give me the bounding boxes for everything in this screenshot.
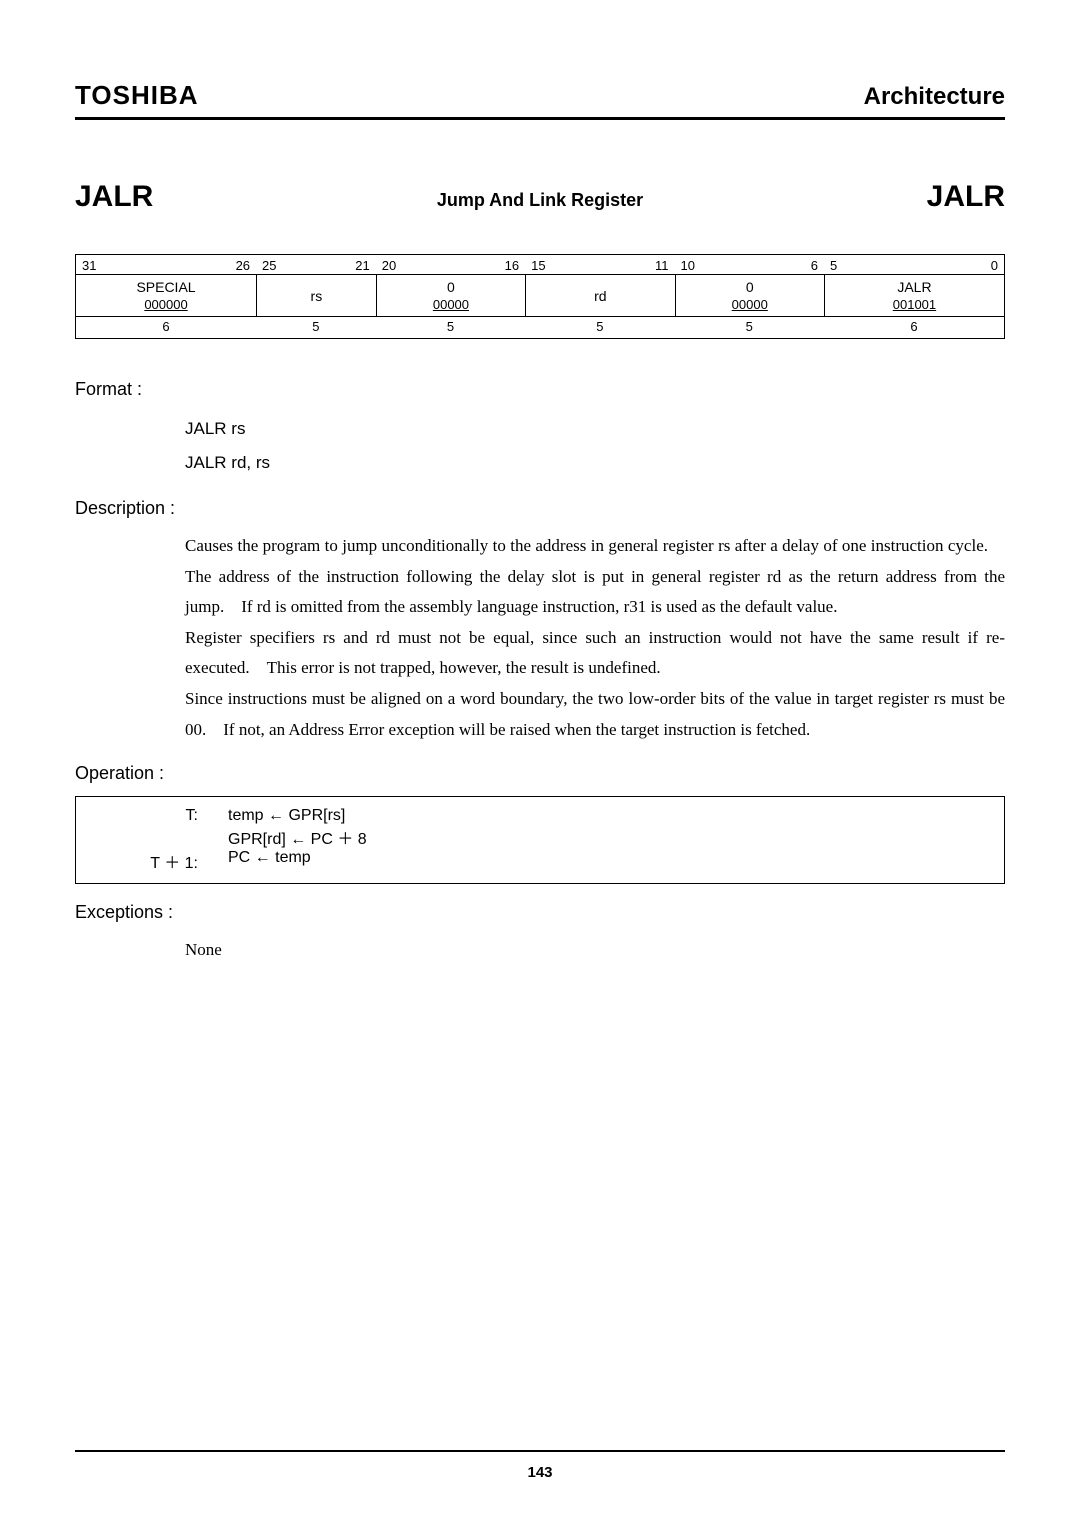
field-width-cell: 6 bbox=[824, 319, 1004, 334]
operation-row: GPR[rd] ← PC ＋ 8 bbox=[88, 825, 992, 849]
encoding-field-cell: 000000 bbox=[376, 274, 525, 317]
description-label: Description : bbox=[75, 498, 1005, 519]
bit-range-cell: 106 bbox=[675, 258, 824, 273]
description-body: Causes the program to jump unconditional… bbox=[185, 531, 1005, 745]
field-width-cell: 5 bbox=[376, 319, 525, 334]
encoding-table: 312625212016151110650 SPECIAL000000rs000… bbox=[75, 254, 1005, 339]
encoding-field-cell: SPECIAL000000 bbox=[76, 274, 256, 317]
operation-box: T:temp ← GPR[rs]GPR[rd] ← PC ＋ 8T ＋ 1:PC… bbox=[75, 796, 1005, 884]
description-paragraph: Since instructions must be aligned on a … bbox=[185, 684, 1005, 745]
operation-row: T ＋ 1:PC ← temp bbox=[88, 849, 992, 873]
instruction-mnemonic-left: JALR bbox=[75, 180, 153, 214]
format-line: JALR rs bbox=[185, 412, 1005, 446]
operation-code: GPR[rd] ← PC ＋ 8 bbox=[228, 825, 992, 849]
bit-range-cell: 50 bbox=[824, 258, 1004, 273]
field-row: SPECIAL000000rs000000rd000000JALR001001 bbox=[76, 274, 1004, 317]
bit-range-cell: 3126 bbox=[76, 258, 256, 273]
instruction-title-row: JALR Jump And Link Register JALR bbox=[75, 180, 1005, 214]
description-paragraph: Causes the program to jump unconditional… bbox=[185, 531, 1005, 623]
operation-label: Operation : bbox=[75, 763, 1005, 784]
instruction-mnemonic-right: JALR bbox=[927, 180, 1005, 214]
encoding-field-cell: 000000 bbox=[675, 274, 824, 317]
bit-number-row: 312625212016151110650 bbox=[76, 255, 1004, 274]
instruction-full-name: Jump And Link Register bbox=[437, 190, 643, 211]
operation-code: PC ← temp bbox=[228, 849, 992, 873]
encoding-field-cell: rs bbox=[256, 274, 376, 317]
page-number: 143 bbox=[527, 1464, 552, 1481]
description-paragraph: Register specifiers rs and rd must not b… bbox=[185, 623, 1005, 684]
page-header: TOSHIBA Architecture bbox=[75, 80, 1005, 120]
format-line: JALR rd, rs bbox=[185, 446, 1005, 480]
exceptions-body: None bbox=[185, 935, 1005, 966]
encoding-field-cell: JALR001001 bbox=[824, 274, 1004, 317]
bit-range-cell: 2521 bbox=[256, 258, 376, 273]
brand-logo: TOSHIBA bbox=[75, 80, 199, 111]
page-footer: 143 bbox=[75, 1450, 1005, 1481]
width-row: 655556 bbox=[76, 317, 1004, 338]
bit-range-cell: 2016 bbox=[376, 258, 525, 273]
operation-step-label: T: bbox=[88, 807, 228, 825]
field-width-cell: 5 bbox=[675, 319, 824, 334]
operation-code: temp ← GPR[rs] bbox=[228, 807, 992, 825]
operation-step-label: T ＋ 1: bbox=[88, 849, 228, 873]
doc-section-title: Architecture bbox=[864, 83, 1005, 111]
operation-step-label bbox=[88, 825, 228, 849]
format-label: Format : bbox=[75, 379, 1005, 400]
encoding-field-cell: rd bbox=[525, 274, 674, 317]
bit-range-cell: 1511 bbox=[525, 258, 674, 273]
field-width-cell: 5 bbox=[525, 319, 674, 334]
page: TOSHIBA Architecture JALR Jump And Link … bbox=[0, 0, 1080, 1531]
field-width-cell: 6 bbox=[76, 319, 256, 334]
exceptions-label: Exceptions : bbox=[75, 902, 1005, 923]
format-body: JALR rsJALR rd, rs bbox=[185, 412, 1005, 480]
operation-row: T:temp ← GPR[rs] bbox=[88, 807, 992, 825]
field-width-cell: 5 bbox=[256, 319, 376, 334]
